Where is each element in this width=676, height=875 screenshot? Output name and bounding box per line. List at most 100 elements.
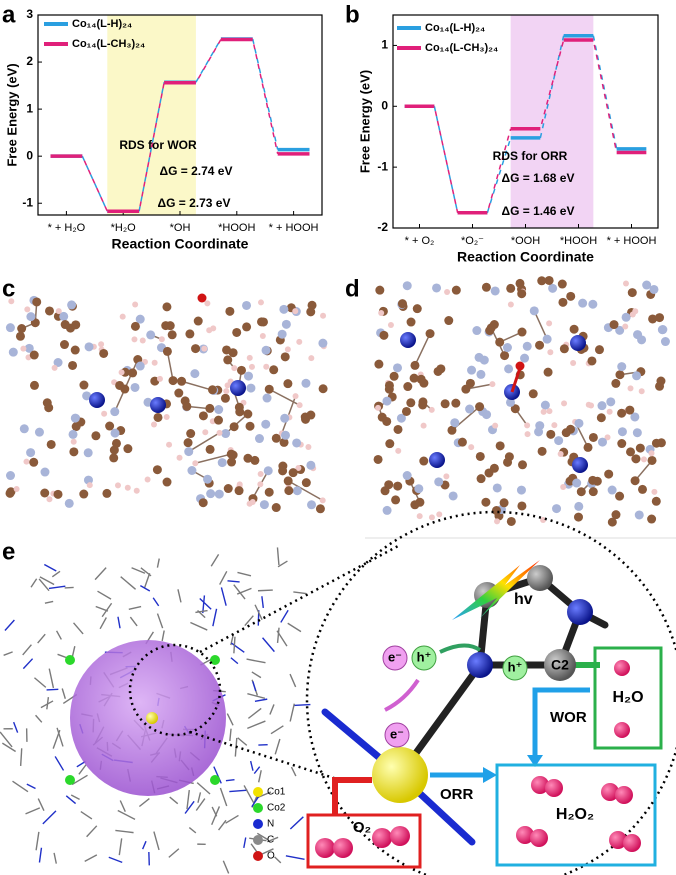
carbon-atom (637, 484, 647, 494)
y-tick-label: 0 (381, 98, 388, 112)
framework-bond (219, 570, 228, 585)
x-tick-label: * + HOOH (607, 235, 657, 247)
annotation: ΔG = 2.74 eV (159, 164, 232, 178)
carbon-atom (528, 389, 538, 399)
framework-bond (229, 728, 232, 742)
framework-bond (290, 766, 297, 777)
y-tick-label: 2 (26, 54, 33, 68)
c-sphere (527, 565, 553, 591)
nitrogen-atom (434, 477, 444, 487)
carbon-atom (379, 330, 389, 340)
hydrogen-atom (176, 454, 183, 461)
nitrogen-atom (246, 383, 256, 393)
framework-bond (161, 630, 165, 642)
bond (195, 453, 232, 464)
carbon-atom (374, 359, 384, 369)
hole-bubble (502, 655, 528, 681)
bond (465, 383, 493, 390)
framework-bond (94, 567, 107, 581)
framework-bond (152, 597, 160, 607)
hydrogen-atom (560, 483, 567, 490)
carbon-atom (109, 453, 119, 463)
water-mol (614, 660, 630, 676)
hydrogen-atom (24, 306, 31, 313)
framework-bond (48, 668, 55, 689)
carbon-atom (631, 454, 641, 464)
carbon-atom (635, 443, 645, 453)
framework-bond (202, 595, 206, 614)
framework-bond (257, 770, 262, 783)
carbon-atom (161, 321, 171, 331)
y-tick-label: -1 (22, 195, 33, 209)
framework-bond (65, 795, 77, 805)
carbon-atom (278, 466, 288, 476)
oxygen-label: O₂ (353, 819, 371, 836)
carbon-atom (264, 487, 274, 497)
carbon-atom (495, 337, 505, 347)
peroxide-atom (615, 786, 633, 804)
hydrogen-atom (257, 299, 264, 306)
bond (533, 310, 548, 340)
carbon-atom (504, 452, 514, 462)
carbon-atom (543, 367, 553, 377)
carbon-atom (626, 447, 636, 457)
framework-bond (190, 621, 208, 631)
framework-bond (197, 792, 202, 803)
hydrogen-atom (648, 450, 655, 457)
nitrogen-atom (660, 337, 670, 347)
peroxide-atom (623, 834, 641, 852)
carbon-atom (60, 320, 70, 330)
legend-label: Co₁₄(L-H)₂₄ (72, 18, 132, 30)
hydrogen-atom (570, 359, 577, 366)
nitrogen-atom (8, 347, 18, 357)
framework-bond (30, 578, 38, 588)
carbon-atom (546, 429, 556, 439)
nitrogen-atom (465, 404, 475, 414)
hydrogen-atom (139, 337, 146, 344)
nitrogen-atom (64, 498, 74, 508)
nitrogen-atom (396, 413, 406, 423)
carbon-atom (500, 351, 510, 361)
water-box (593, 646, 663, 750)
framework-bond (274, 856, 282, 864)
carbon-atom (587, 356, 597, 366)
legend-marker (253, 787, 263, 797)
nitrogen-atom (59, 311, 69, 321)
hydrogen-atom (119, 313, 126, 320)
carbon-atom (242, 322, 252, 332)
hydrogen-atom (546, 320, 553, 327)
hydrogen-atom (540, 517, 547, 524)
framework-bond (95, 605, 109, 612)
hydrogen-atom (192, 460, 199, 467)
nitrogen-atom (301, 378, 311, 388)
bond (188, 432, 220, 453)
nitrogen-atom (19, 424, 29, 434)
framework-bond (254, 604, 263, 621)
hydrogen-atom (627, 385, 634, 392)
framework-bond (195, 798, 206, 811)
framework-bond (195, 609, 208, 614)
highlight-band (510, 15, 594, 228)
framework-bond (261, 596, 264, 609)
framework-bond (70, 794, 80, 801)
framework-bond (222, 860, 230, 874)
carbon-atom (102, 488, 112, 498)
framework-bond (120, 576, 137, 590)
c2-sphere (544, 649, 576, 681)
hydrogen-atom (295, 465, 302, 472)
framework-bond (34, 677, 47, 688)
nitrogen-atom (542, 334, 552, 344)
carbon-atom (611, 510, 621, 520)
x-tick-label: *HOOH (218, 222, 255, 234)
panel-label: d (345, 275, 360, 302)
co2-site (65, 655, 75, 665)
framework-bond (262, 637, 275, 653)
nitrogen-atom (658, 325, 668, 335)
carbon-atom (223, 484, 233, 494)
carbon-atom (40, 488, 50, 498)
carbon-atom (232, 327, 242, 337)
framework-bond (140, 585, 151, 592)
nitrogen-atom (242, 300, 252, 310)
nitrogen-atom (214, 489, 224, 499)
nitrogen-atom (574, 418, 584, 428)
